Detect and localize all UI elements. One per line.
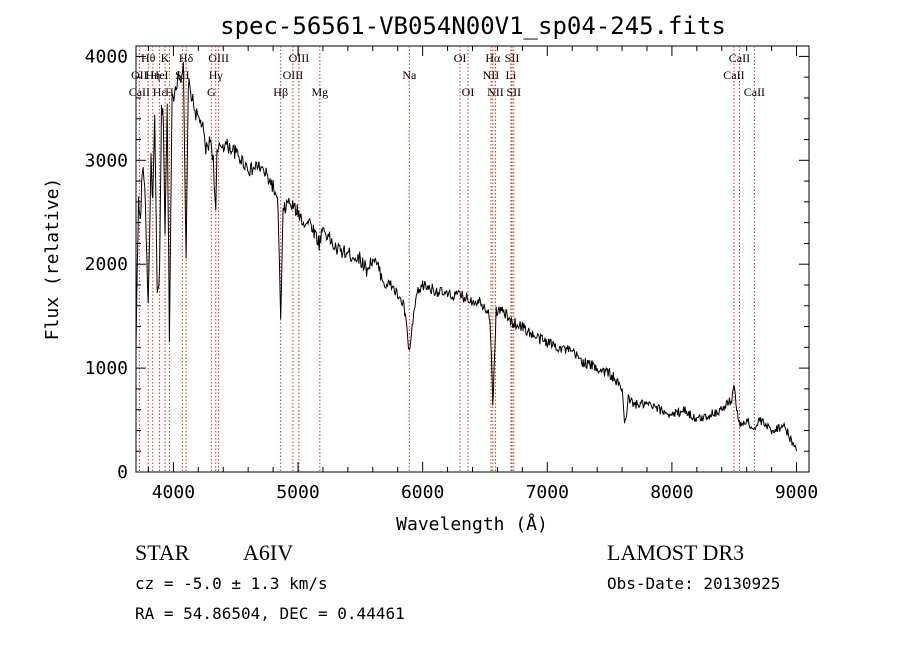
line-marker-label: CaII: [729, 51, 750, 65]
line-marker-label: OIII: [289, 51, 310, 65]
line-marker-label: Na: [402, 68, 417, 82]
line-marker-label: Mg: [311, 85, 328, 99]
line-marker-label: CaII: [723, 68, 744, 82]
line-marker-label: OII: [131, 68, 148, 82]
y-tick-label: 2000: [85, 254, 128, 275]
line-marker-label: SII: [506, 85, 521, 99]
x-tick-label: 8000: [650, 482, 693, 503]
plot-frame: [135, 45, 810, 473]
x-tick-label: 4000: [152, 482, 195, 503]
object-class: STAR: [135, 540, 190, 565]
line-marker-label: OIII: [283, 68, 304, 82]
redshift-cz: cz = -5.0 ± 1.3 km/s: [135, 574, 328, 593]
x-tick-label: 9000: [775, 482, 818, 503]
y-tick-label: 1000: [85, 358, 128, 379]
line-marker-label: Hβ: [273, 85, 288, 99]
line-marker-label: Hα: [485, 51, 501, 65]
line-marker-label: H: [165, 85, 174, 99]
line-marker-label: Hδ: [179, 51, 194, 65]
line-marker-label: Hθ: [141, 51, 156, 65]
line-marker-label: NII: [487, 85, 504, 99]
line-marker-label: OI: [462, 85, 475, 99]
line-marker-label: Li: [506, 68, 517, 82]
obs-date: Obs-Date: 20130925: [607, 574, 781, 593]
line-marker-label: Hη: [145, 68, 160, 82]
survey-name: LAMOST DR3: [607, 540, 745, 565]
chart-title: spec-56561-VB054N00V1_sp04-245.fits: [220, 12, 726, 40]
y-tick-label: 4000: [85, 46, 128, 67]
x-tick-label: 7000: [526, 482, 569, 503]
coordinates: RA = 54.86504, DEC = 0.44461: [135, 604, 405, 623]
line-marker-label: HeI: [151, 68, 169, 82]
line-marker-label: CaII: [744, 85, 765, 99]
line-marker-label: Hγ: [209, 68, 224, 82]
spectrum-line: [135, 61, 797, 452]
line-marker-label: SII: [505, 51, 520, 65]
line-marker-label: OIII: [208, 51, 229, 65]
x-tick-label: 5000: [276, 482, 319, 503]
line-marker-label: G: [207, 85, 216, 99]
y-axis-label: Flux (relative): [42, 178, 63, 341]
object-subclass: A6IV: [243, 540, 294, 565]
axes: 4000 5000 6000 7000 8000 9000 0 1000 2000 3000 400…: [85, 46, 818, 503]
x-tick-label: 6000: [401, 482, 444, 503]
line-marker-label: NII: [483, 68, 500, 82]
y-tick-label: 0: [117, 462, 128, 483]
line-marker-label: CaII: [129, 85, 150, 99]
x-axis-label: Wavelength (Å): [396, 513, 548, 535]
line-marker-label: OI: [454, 51, 467, 65]
line-marker-label: Hε: [153, 85, 167, 99]
line-marker-label: K: [161, 51, 170, 65]
spectral-line-markers: Hθ OII CaII Hη Hε K HeI H Hδ SII OIII Hγ G Hβ OIII OIII…: [129, 46, 765, 472]
y-tick-label: 3000: [85, 150, 128, 171]
